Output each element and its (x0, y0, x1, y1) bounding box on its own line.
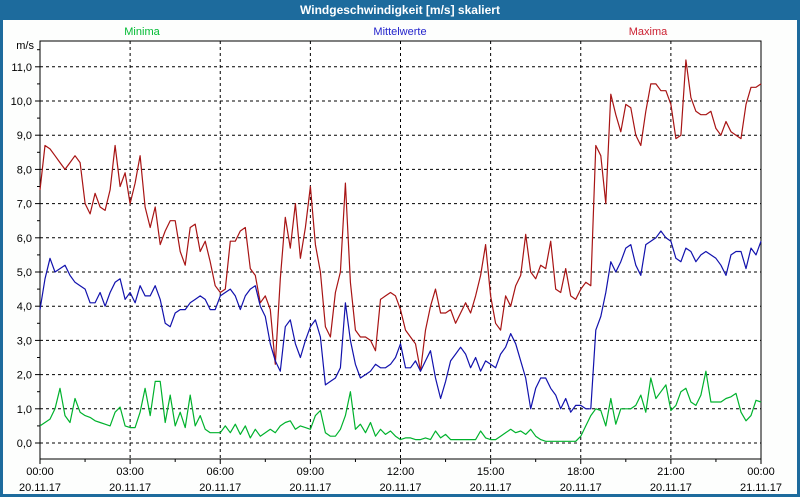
y-tick-label: 3,0 (17, 335, 32, 347)
window-title: Windgeschwindigkeit [m/s] skaliert (300, 3, 500, 17)
legend-minima: Minima (124, 26, 160, 38)
x-tick-date-label: 20.11.17 (560, 482, 602, 494)
y-tick-label: 9,0 (17, 130, 32, 142)
x-tick-time-label: 09:00 (297, 466, 325, 478)
x-tick-time-label: 00:00 (747, 466, 775, 478)
x-tick-time-label: 21:00 (657, 466, 685, 478)
legend-mittelwerte: Mittelwerte (373, 26, 427, 38)
y-tick-label: 10,0 (11, 96, 32, 108)
y-tick-label: 11,0 (11, 62, 32, 74)
x-tick-date-label: 20.11.17 (19, 482, 61, 494)
x-tick-date-label: 20.11.17 (650, 482, 692, 494)
y-tick-label: 2,0 (17, 370, 32, 382)
y-tick-label: 4,0 (17, 301, 32, 313)
x-tick-date-label: 20.11.17 (289, 482, 331, 494)
series-line-minima (39, 370, 762, 442)
y-tick-label: 5,0 (17, 267, 32, 279)
y-axis-unit-label: m/s (16, 40, 34, 52)
series-line-mittelwerte (39, 230, 762, 413)
x-tick-time-label: 15:00 (477, 466, 505, 478)
x-tick-time-label: 12:00 (387, 466, 415, 478)
y-tick-label: 7,0 (17, 199, 32, 211)
y-tick-label: 6,0 (17, 233, 32, 245)
x-tick-time-label: 03:00 (116, 466, 144, 478)
title-bar[interactable]: Windgeschwindigkeit [m/s] skaliert (0, 0, 800, 20)
x-tick-date-label: 21.11.17 (740, 482, 782, 494)
x-tick-date-label: 20.11.17 (470, 482, 512, 494)
x-tick-date-label: 20.11.17 (379, 482, 421, 494)
legend-maxima: Maxima (628, 26, 668, 38)
x-tick-time-label: 18:00 (567, 466, 595, 478)
x-tick-date-label: 20.11.17 (109, 482, 151, 494)
x-tick-time-label: 00:00 (26, 466, 54, 478)
series-line-maxima (39, 59, 762, 372)
y-tick-label: 1,0 (17, 404, 32, 416)
x-tick-time-label: 06:00 (206, 466, 234, 478)
x-tick-date-label: 20.11.17 (199, 482, 241, 494)
y-tick-label: 8,0 (17, 164, 32, 176)
y-tick-label: 0,0 (17, 438, 32, 450)
